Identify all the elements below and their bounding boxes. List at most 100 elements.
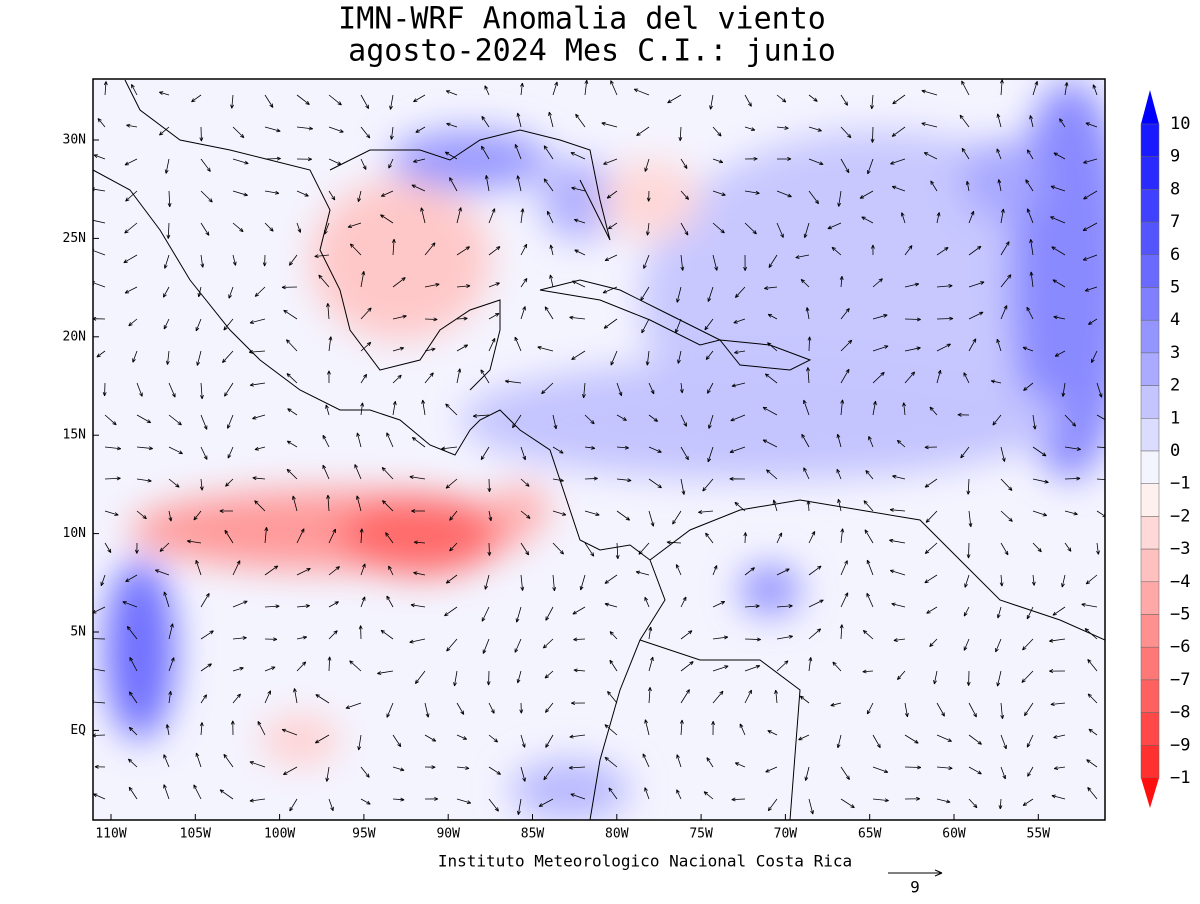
wind-arrow [806, 500, 811, 512]
wind-arrow [968, 734, 982, 745]
wind-arrow [488, 702, 495, 714]
wind-arrow [963, 372, 970, 384]
wind-arrow [712, 126, 722, 137]
wind-arrow [93, 154, 106, 160]
wind-arrow [545, 606, 554, 621]
wind-arrow [124, 286, 138, 294]
wind-arrow [411, 436, 426, 448]
lat-tick-label: 5N [70, 625, 86, 640]
wind-arrow [104, 414, 117, 426]
wind-arrow [456, 246, 470, 256]
wind-arrow [124, 158, 138, 166]
wind-arrow [772, 499, 778, 512]
wind-arrow [328, 336, 333, 352]
wind-arrow [1087, 659, 1098, 672]
wind-arrow [552, 574, 557, 592]
wind-arrow [712, 222, 725, 234]
wind-arrow [680, 414, 687, 427]
colorbar-label: 10 [1170, 114, 1190, 134]
wind-arrow [136, 510, 147, 520]
wind-arrow [200, 382, 204, 400]
wind-arrow [616, 445, 629, 450]
wind-arrow [890, 158, 906, 165]
wind-arrow [744, 156, 758, 161]
wind-arrow [328, 126, 344, 133]
wind-arrow [520, 306, 526, 320]
wind-arrow [328, 190, 336, 201]
wind-arrow [193, 784, 202, 800]
wind-arrow [776, 126, 789, 130]
wind-arrow [453, 670, 458, 687]
wind-arrow [424, 242, 436, 256]
wind-arrow [1032, 414, 1037, 430]
wind-arrow [358, 625, 363, 640]
wind-arrow [232, 636, 247, 640]
wind-arrow [995, 638, 1002, 653]
wind-arrow [543, 145, 554, 160]
wind-arrow [123, 254, 138, 264]
wind-arrow [392, 734, 402, 748]
wind-arrow [347, 222, 362, 228]
colorbar-label: −1 [1170, 768, 1190, 788]
wind-arrow [705, 350, 714, 360]
wind-arrow [776, 222, 784, 238]
wind-arrow [296, 157, 312, 162]
wind-arrow [776, 532, 783, 544]
wind-arrow [424, 797, 439, 801]
wind-arrow [159, 542, 170, 552]
wind-arrow [891, 602, 906, 608]
colorbar-label: −6 [1170, 637, 1190, 657]
wind-arrow [840, 592, 849, 608]
wind-arrow [1000, 305, 1008, 320]
wind-arrow [424, 765, 436, 770]
wind-arrow [1000, 702, 1005, 720]
wind-arrow [1000, 446, 1006, 462]
wind-arrow [872, 766, 889, 774]
wind-arrow [992, 414, 1002, 426]
wind-arrow [162, 286, 170, 298]
wind-arrow [136, 382, 143, 397]
wind-arrow [484, 85, 490, 96]
wind-arrow [643, 254, 650, 269]
wind-arrow [861, 216, 874, 224]
wind-arrow [889, 508, 906, 512]
wind-arrow [900, 212, 906, 224]
wind-arrow [680, 222, 689, 236]
wind-arrow [896, 439, 906, 448]
wind-arrow [870, 126, 875, 143]
wind-arrow [644, 596, 650, 608]
wind-arrow [488, 734, 499, 743]
wind-arrow [93, 636, 106, 641]
wind-arrow [803, 222, 810, 239]
wind-arrow [481, 145, 490, 160]
wind-arrow [734, 286, 746, 298]
wind-arrow [837, 498, 842, 512]
wind-arrow [516, 112, 522, 128]
wind-arrow [360, 766, 370, 778]
wind-arrow [804, 766, 810, 781]
anomaly-field [93, 79, 1105, 820]
wind-arrow [603, 318, 618, 329]
wind-arrow [386, 432, 394, 448]
wind-arrow [573, 637, 586, 642]
wind-arrow [648, 414, 659, 422]
wind-arrow [441, 446, 458, 451]
wind-arrow [424, 372, 434, 384]
colorbar-segment [1140, 123, 1160, 157]
wind-arrow [252, 476, 266, 481]
wind-arrow [799, 695, 810, 704]
wind-arrow [200, 663, 212, 672]
wind-arrow [424, 282, 440, 288]
wind-arrow [136, 446, 153, 451]
wind-arrow [957, 412, 970, 417]
wind-arrow [921, 89, 938, 96]
lat-tick-label: EQ [70, 723, 86, 738]
wind-arrow [570, 793, 586, 800]
wind-arrow [968, 510, 973, 528]
wind-arrow [449, 177, 458, 192]
wind-arrow [221, 350, 234, 364]
wind-arrow [808, 190, 820, 205]
wind-arrow [679, 382, 684, 394]
wind-arrow [163, 318, 170, 330]
wind-arrow [709, 94, 714, 110]
